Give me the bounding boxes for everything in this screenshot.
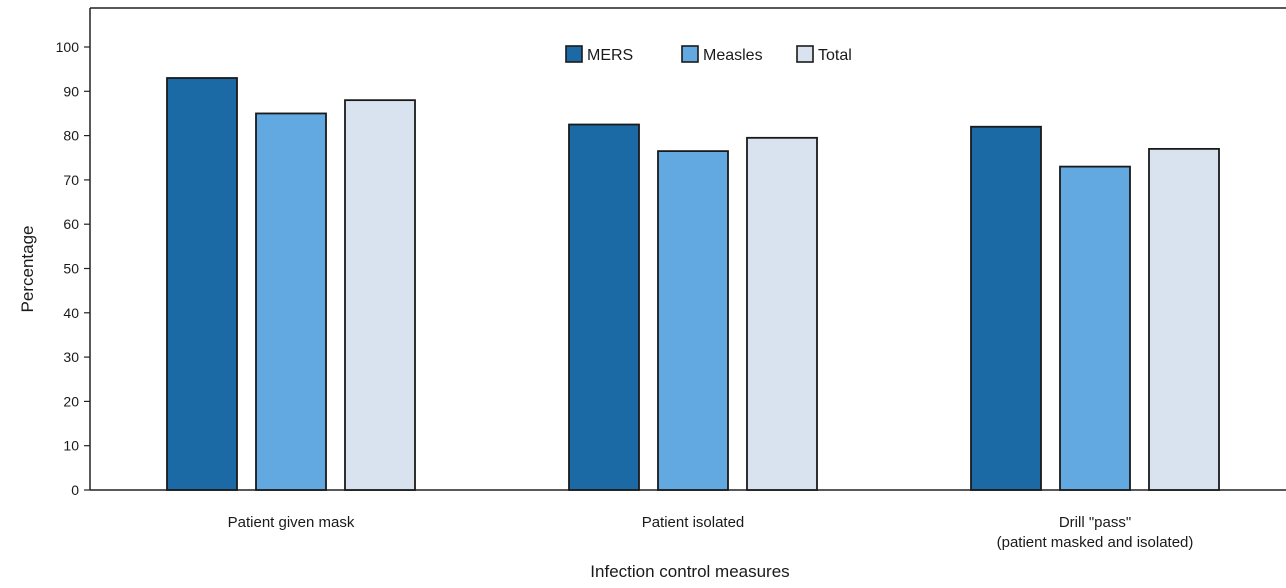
y-tick-label: 60 [63, 216, 79, 232]
y-tick-label: 20 [63, 393, 79, 409]
bar-measles-1 [255, 112, 327, 491]
y-tick-label: 10 [63, 438, 79, 454]
x-axis-title: Infection control measures [590, 562, 789, 581]
bar-mers-2 [568, 123, 640, 491]
y-axis-title: Percentage [18, 226, 37, 313]
legend-label-mers: MERS [587, 47, 633, 64]
legend-label-measles: Measles [703, 47, 763, 64]
x-category-label: Patient isolated [642, 514, 745, 531]
bar-total-2 [746, 136, 818, 491]
x-category-label: Patient given mask [228, 514, 355, 531]
y-tick-label: 90 [63, 83, 79, 99]
legend-label-total: Total [818, 47, 852, 64]
legend-swatch-mers [565, 45, 583, 63]
y-tick-label: 0 [71, 482, 79, 498]
bar-measles-3 [1059, 165, 1131, 491]
bar-measles-2 [657, 150, 729, 491]
y-tick-label: 50 [63, 261, 79, 277]
bar-mers-1 [166, 77, 238, 491]
y-tick-label: 70 [63, 172, 79, 188]
x-category-label: (patient masked and isolated) [997, 534, 1194, 551]
x-category-label: Drill "pass" [1059, 514, 1131, 531]
legend-swatch-measles [681, 45, 699, 63]
y-tick-label: 40 [63, 305, 79, 321]
bar-total-3 [1148, 147, 1220, 491]
y-tick-label: 100 [56, 39, 80, 55]
legend-swatch-total [796, 45, 814, 63]
y-tick-label: 30 [63, 349, 79, 365]
y-tick-label: 80 [63, 128, 79, 144]
bar-total-1 [344, 99, 416, 491]
bar-mers-3 [970, 125, 1042, 491]
